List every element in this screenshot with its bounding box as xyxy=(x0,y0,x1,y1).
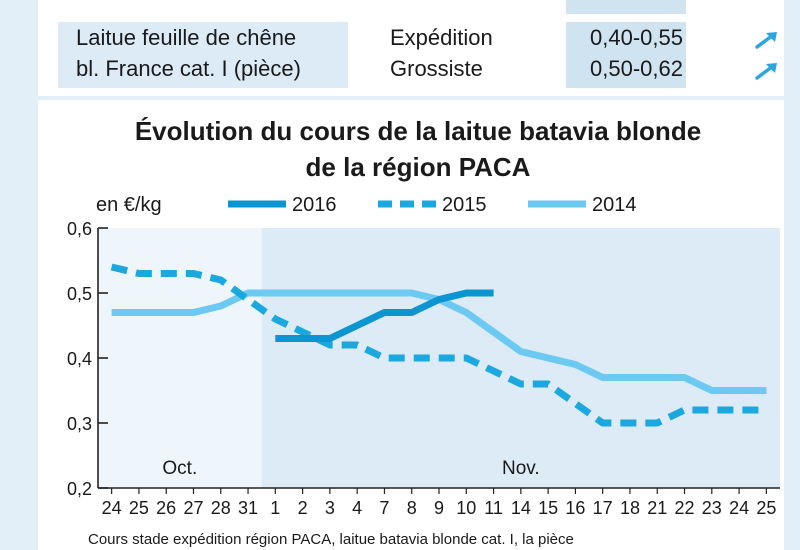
chart-panel: Évolution du cours de la laitue batavia … xyxy=(38,100,784,550)
y-tick-label: 0,5 xyxy=(67,284,92,304)
x-tick-label: 22 xyxy=(675,498,695,518)
series-line-2016 xyxy=(275,289,494,342)
series-line-2015 xyxy=(110,263,767,427)
y-tick-label: 0,2 xyxy=(67,479,92,499)
y-tick-label: 0,6 xyxy=(67,219,92,239)
y-tick-label: 0,4 xyxy=(67,349,92,369)
x-tick-label: 14 xyxy=(511,498,531,518)
chart-legend: 2016 2015 2014 xyxy=(228,194,637,216)
price-range-1: 0,40-0,55 xyxy=(590,25,683,50)
table-top-strip xyxy=(38,0,784,14)
november-shade xyxy=(261,228,780,488)
y-tick-label: 0,3 xyxy=(67,414,92,434)
x-tick-label: 27 xyxy=(183,498,203,518)
product-name-line1: Laitue feuille de chêne xyxy=(76,25,297,50)
x-tick-label: 16 xyxy=(565,498,585,518)
x-tick-label: 10 xyxy=(456,498,476,518)
price-column-shade xyxy=(566,22,686,88)
x-tick-label: 25 xyxy=(756,498,776,518)
product-name-line2: bl. France cat. I (pièce) xyxy=(76,56,301,81)
chart-title-line2: de la région PACA xyxy=(306,152,531,182)
arrow-up-right-icon xyxy=(755,63,777,80)
x-tick-label: 9 xyxy=(434,498,444,518)
x-tick-label: 17 xyxy=(593,498,613,518)
x-tick-label: 3 xyxy=(325,498,335,518)
x-tick-label: 18 xyxy=(620,498,640,518)
price-table: Laitue feuille de chêne bl. France cat. … xyxy=(38,14,784,96)
chart-source-note: Cours stade expédition région PACA, lait… xyxy=(88,531,574,548)
stage-label-2: Grossiste xyxy=(390,56,483,81)
x-tick-label: 15 xyxy=(538,498,558,518)
y-axis-unit-label: en €/kg xyxy=(96,194,162,216)
legend-label-2015: 2015 xyxy=(442,194,487,216)
legend-label-2016: 2016 xyxy=(292,194,337,216)
price-evolution-chart: Évolution du cours de la laitue batavia … xyxy=(67,116,780,548)
month-label: Nov. xyxy=(502,458,540,479)
x-tick-label: 21 xyxy=(647,498,667,518)
x-tick-label: 1 xyxy=(270,498,280,518)
x-tick-label: 11 xyxy=(484,498,503,518)
x-tick-label: 25 xyxy=(129,498,149,518)
x-tick-label: 23 xyxy=(702,498,722,518)
x-tick-label: 28 xyxy=(211,498,231,518)
chart-title: Évolution du cours de la laitue batavia … xyxy=(135,116,701,146)
price-range-2: 0,50-0,62 xyxy=(590,56,683,81)
x-tick-label: 8 xyxy=(407,498,417,518)
x-tick-label: 2 xyxy=(298,498,308,518)
plot-area: 0,20,30,40,50,624 25 26 27 28 31 1 2 3 4 7 8 9 10 11 14… xyxy=(67,219,780,518)
month-label: Oct. xyxy=(162,458,197,479)
x-tick-label: 24 xyxy=(729,498,749,518)
stage-label-1: Expédition xyxy=(390,25,493,50)
x-tick-label: 31 xyxy=(238,498,258,518)
arrow-up-right-icon xyxy=(755,32,777,49)
price-column-shade-top xyxy=(566,0,686,14)
x-tick-label: 26 xyxy=(156,498,176,518)
x-tick-label: 24 xyxy=(102,498,122,518)
legend-label-2014: 2014 xyxy=(592,194,637,216)
product-cell-shade xyxy=(58,22,348,88)
x-tick-label: 7 xyxy=(379,498,389,518)
x-tick-label: 4 xyxy=(352,498,362,518)
